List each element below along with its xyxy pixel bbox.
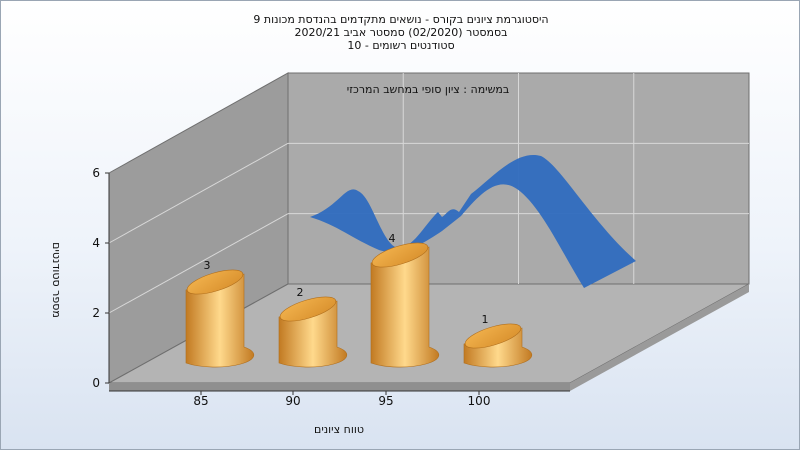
chart-title-line-2: בסמסטר (02/2020) סמסטר אביב 2020/21 bbox=[294, 26, 507, 39]
x-tick-label: 95 bbox=[378, 394, 393, 408]
bar: 3 bbox=[185, 259, 255, 368]
y-axis-title: מספר סטודנטים bbox=[50, 242, 63, 318]
bar-top bbox=[186, 269, 244, 295]
y-tick-label: 0 bbox=[92, 376, 100, 390]
bar-top bbox=[279, 296, 337, 322]
bar-top bbox=[464, 323, 522, 349]
x-tick-label: 90 bbox=[285, 394, 300, 408]
y-tick-label: 4 bbox=[92, 236, 100, 250]
chart-title-line-3: סטודנטים רשומים - 10 bbox=[347, 39, 454, 52]
x-tick-label: 85 bbox=[193, 394, 208, 408]
bar: 2 bbox=[278, 286, 348, 368]
bar: 1 bbox=[463, 313, 533, 368]
bars: 3 2 4 1 bbox=[185, 232, 533, 368]
bar-body bbox=[185, 273, 255, 368]
bar-value-label: 1 bbox=[482, 313, 489, 326]
gridline-left bbox=[108, 213, 289, 314]
floor-front-edge bbox=[109, 383, 570, 391]
bar-value-label: 3 bbox=[204, 259, 211, 272]
y-tick-label: 2 bbox=[92, 306, 100, 320]
chart-title-line-1: היסטוגרמת ציונים בקורס - נושאים מתקדמים … bbox=[253, 13, 548, 26]
gridline-left bbox=[108, 142, 289, 244]
x-tick-label: 100 bbox=[468, 394, 491, 408]
y-tick-label: 6 bbox=[92, 166, 100, 180]
bar-body bbox=[463, 327, 533, 368]
axes: 0 2 4 6 85 90 95 100 bbox=[92, 166, 570, 408]
x-axis-title: טווח ציונים bbox=[314, 423, 364, 436]
bar-value-label: 4 bbox=[389, 232, 396, 245]
chart-subtitle: במשימה : ציון סופי במחשב המרכזי bbox=[347, 83, 510, 96]
bar-top bbox=[371, 242, 429, 268]
bar: 4 bbox=[370, 232, 440, 368]
bar-body bbox=[370, 246, 440, 368]
floor-side-edge bbox=[570, 284, 749, 391]
bar-value-label: 2 bbox=[297, 286, 304, 299]
trend-curve bbox=[310, 154, 636, 288]
